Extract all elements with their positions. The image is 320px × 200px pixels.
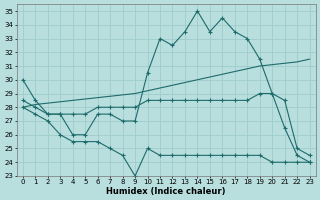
X-axis label: Humidex (Indice chaleur): Humidex (Indice chaleur) — [107, 187, 226, 196]
